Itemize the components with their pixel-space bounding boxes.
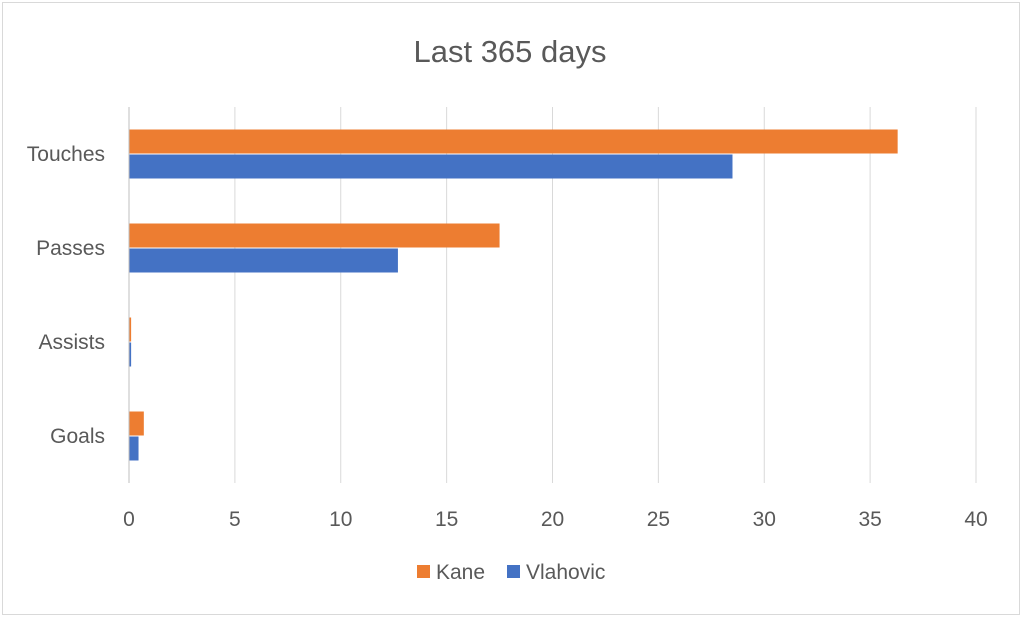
bar-vlahovic-goals — [129, 436, 139, 461]
x-tick-label: 35 — [858, 508, 881, 531]
x-tick-label: 40 — [964, 508, 987, 531]
bar-kane-goals — [129, 411, 144, 436]
y-category-label: Passes — [36, 237, 105, 260]
legend-label-kane: Kane — [436, 561, 485, 584]
bars — [129, 129, 898, 461]
x-tick-label: 25 — [647, 508, 670, 531]
y-category-label: Touches — [27, 143, 105, 166]
bar-kane-touches — [129, 129, 898, 154]
chart-title: Last 365 days — [413, 34, 606, 69]
axes: 0 5 10 15 20 25 30 35 40 Goals Assists Passes Touche… — [27, 107, 988, 531]
bar-vlahovic-assists — [129, 342, 132, 367]
x-tick-label: 30 — [753, 508, 776, 531]
bar-vlahovic-touches — [129, 154, 733, 179]
x-tick-label: 0 — [123, 508, 135, 531]
x-tick-label: 15 — [435, 508, 458, 531]
legend-swatch-kane — [417, 565, 430, 578]
x-tick-label: 20 — [541, 508, 564, 531]
bar-kane-passes — [129, 223, 500, 248]
x-tick-label: 5 — [229, 508, 241, 531]
legend-swatch-vlahovic — [507, 565, 520, 578]
legend: Kane Vlahovic — [417, 561, 605, 584]
legend-label-vlahovic: Vlahovic — [526, 561, 605, 584]
bar-vlahovic-passes — [129, 248, 398, 273]
x-tick-label: 10 — [329, 508, 352, 531]
y-category-label: Goals — [50, 425, 105, 448]
y-category-label: Assists — [38, 331, 105, 354]
bar-kane-assists — [129, 317, 132, 342]
